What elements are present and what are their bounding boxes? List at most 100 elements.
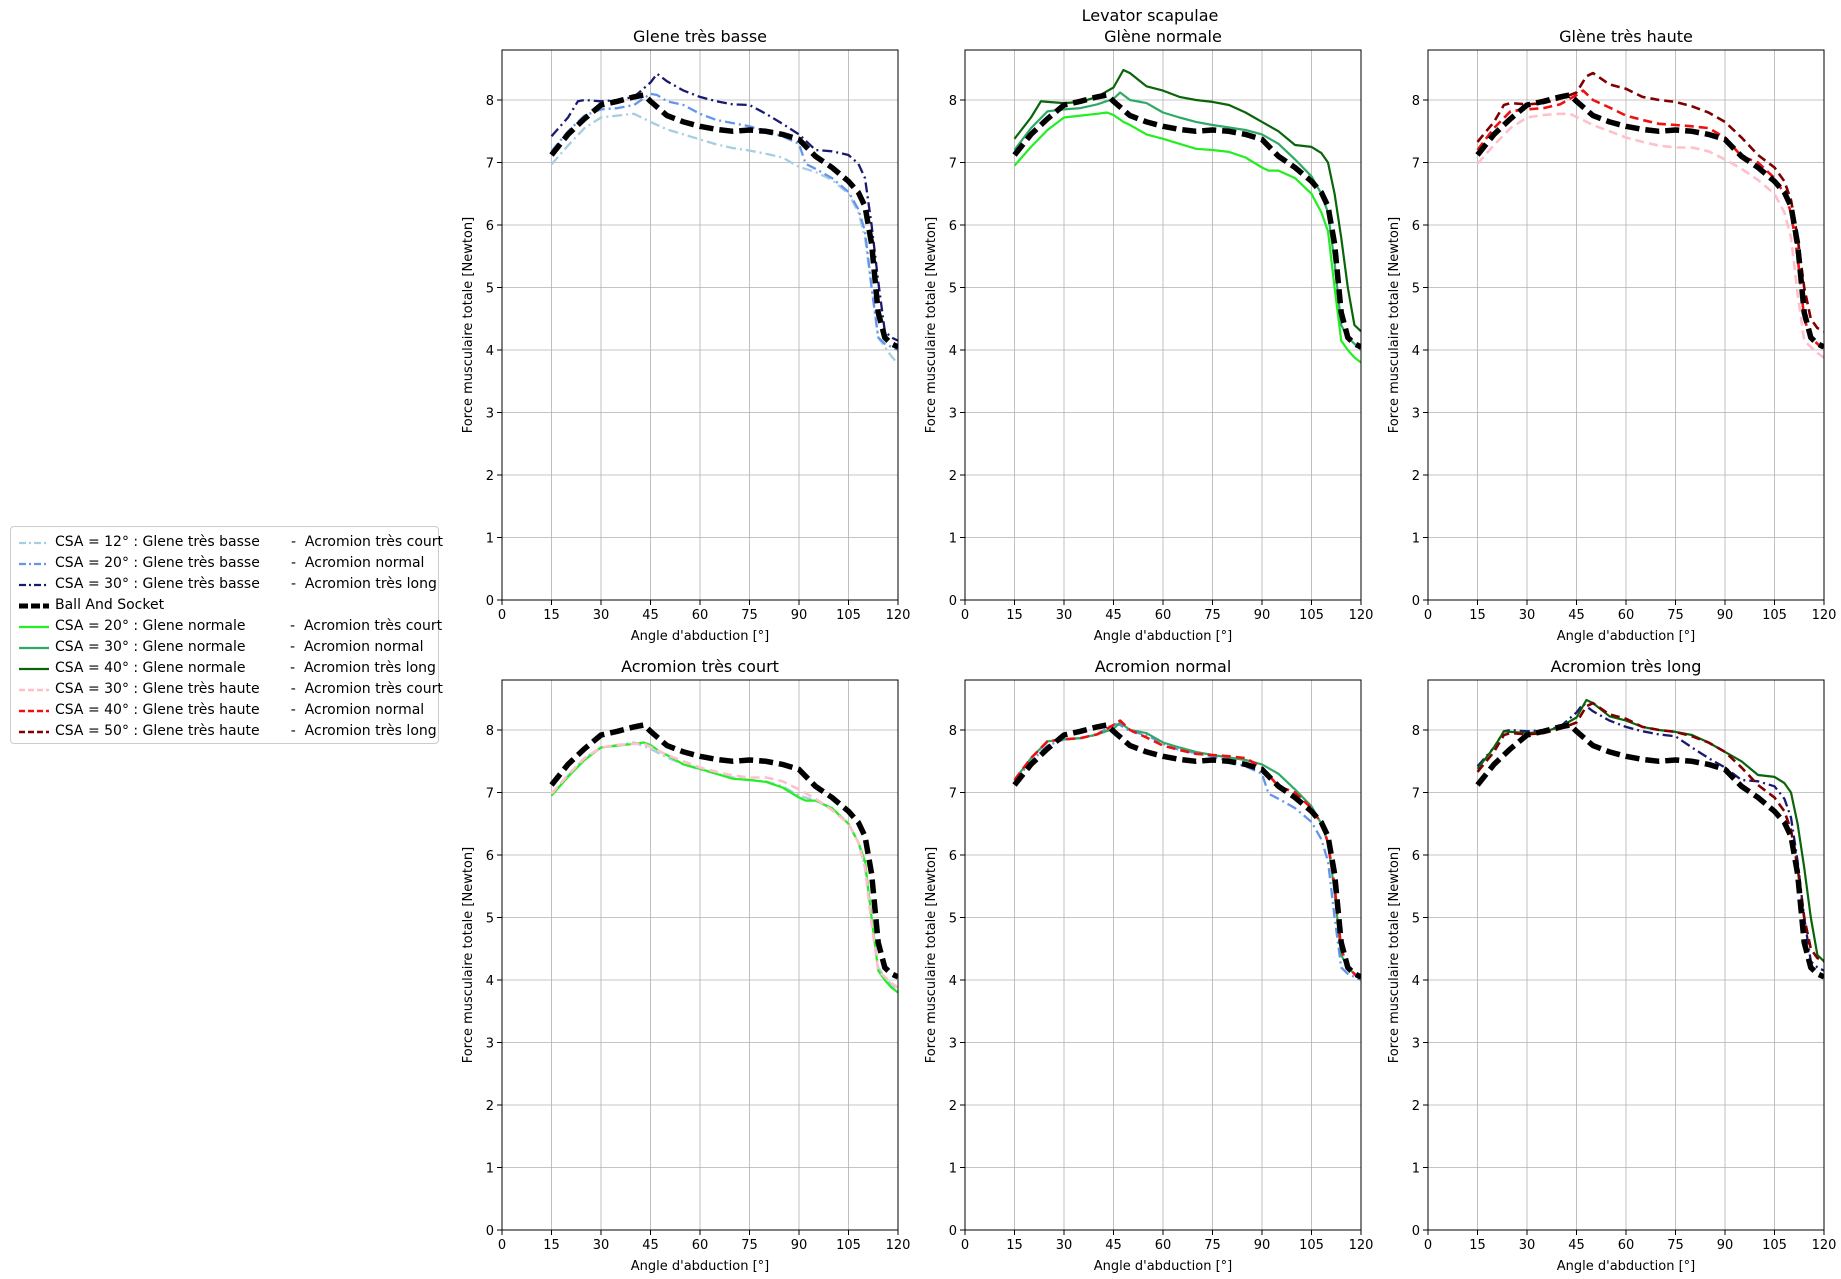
y-tick-label: 3 xyxy=(1412,1037,1420,1052)
x-tick-label: 105 xyxy=(1299,608,1324,623)
x-tick-label: 75 xyxy=(741,608,758,623)
subplot-title: Glene très basse xyxy=(633,27,767,46)
series-line-s30 xyxy=(1476,702,1824,972)
x-tick-label: 90 xyxy=(1254,1238,1271,1253)
y-tick-label: 0 xyxy=(486,1224,494,1239)
series-line-bas xyxy=(1475,92,1824,350)
series-line-h30 xyxy=(550,742,898,989)
series-line-bas xyxy=(1475,722,1824,980)
legend-item-n30: CSA = 30° : Glene normale - Acromion nor… xyxy=(11,638,438,658)
y-tick-label: 8 xyxy=(1412,724,1420,739)
legend-swatch xyxy=(19,583,49,587)
x-tick-label: 60 xyxy=(1618,608,1635,623)
x-tick-label: 60 xyxy=(692,1238,709,1253)
legend-swatch xyxy=(19,625,49,629)
x-tick-label: 90 xyxy=(1717,608,1734,623)
y-tick-label: 1 xyxy=(949,532,957,547)
y-tick-label: 6 xyxy=(486,849,494,864)
y-tick-label: 3 xyxy=(949,407,957,422)
x-axis-label: Angle d'abduction [°] xyxy=(1094,1259,1233,1274)
y-tick-label: 0 xyxy=(1412,1224,1420,1239)
y-tick-label: 4 xyxy=(949,974,957,989)
y-tick-label: 0 xyxy=(486,594,494,609)
legend-swatch xyxy=(19,730,49,734)
y-tick-label: 4 xyxy=(1412,974,1420,989)
x-tick-label: 30 xyxy=(1056,608,1073,623)
legend-label: CSA = 30° : Glene normale - Acromion nor… xyxy=(55,639,424,655)
y-tick-label: 8 xyxy=(949,724,957,739)
y-tick-label: 0 xyxy=(949,594,957,609)
legend-label: CSA = 12° : Glene très basse - Acromion … xyxy=(55,534,444,550)
legend-item-h30: CSA = 30° : Glene très haute - Acromion … xyxy=(11,680,443,700)
y-tick-label: 5 xyxy=(1412,282,1420,297)
y-tick-label: 0 xyxy=(1412,594,1420,609)
x-tick-label: 90 xyxy=(791,1238,808,1253)
x-tick-label: 105 xyxy=(1299,1238,1324,1253)
y-tick-label: 5 xyxy=(949,282,957,297)
y-tick-label: 4 xyxy=(486,344,494,359)
x-tick-label: 105 xyxy=(1762,608,1787,623)
x-tick-label: 60 xyxy=(1618,1238,1635,1253)
x-tick-label: 120 xyxy=(1349,1238,1374,1253)
x-axis-label: Angle d'abduction [°] xyxy=(631,1259,770,1274)
y-axis-label: Force musculaire totale [Newton] xyxy=(924,217,939,433)
y-tick-label: 1 xyxy=(1412,532,1420,547)
legend-swatch xyxy=(19,541,49,545)
series-line-s30 xyxy=(550,72,898,342)
legend-label: CSA = 40° : Glene normale - Acromion trè… xyxy=(55,660,436,676)
legend-swatch xyxy=(19,562,49,566)
legend-item-n20: CSA = 20° : Glene normale - Acromion trè… xyxy=(11,617,442,637)
legend-item-h40: CSA = 40° : Glene très haute - Acromion … xyxy=(11,701,438,721)
x-tick-label: 15 xyxy=(1006,608,1023,623)
y-tick-label: 2 xyxy=(949,1099,957,1114)
y-tick-label: 3 xyxy=(486,1037,494,1052)
series-line-s12 xyxy=(550,112,898,365)
series-line-bas xyxy=(549,92,898,350)
y-tick-label: 8 xyxy=(486,724,494,739)
x-tick-label: 30 xyxy=(1519,608,1536,623)
y-tick-label: 8 xyxy=(949,94,957,109)
series-line-h50 xyxy=(1476,701,1824,963)
x-tick-label: 75 xyxy=(1204,1238,1221,1253)
y-tick-label: 6 xyxy=(486,219,494,234)
y-axis-label: Force musculaire totale [Newton] xyxy=(461,217,476,433)
legend-item-bas: Ball And Socket xyxy=(11,596,438,616)
x-tick-label: 60 xyxy=(1155,608,1172,623)
x-axis-label: Angle d'abduction [°] xyxy=(1557,629,1696,644)
legend-item-n40: CSA = 40° : Glene normale - Acromion trè… xyxy=(11,659,438,679)
x-tick-label: 75 xyxy=(741,1238,758,1253)
y-tick-label: 7 xyxy=(1412,157,1420,172)
x-tick-label: 30 xyxy=(1056,1238,1073,1253)
x-tick-label: 90 xyxy=(1717,1238,1734,1253)
y-tick-label: 2 xyxy=(1412,1099,1420,1114)
y-tick-label: 1 xyxy=(486,532,494,547)
x-tick-label: 120 xyxy=(886,1238,911,1253)
series-line-n20 xyxy=(550,741,898,994)
y-tick-label: 3 xyxy=(1412,407,1420,422)
y-tick-label: 7 xyxy=(486,787,494,802)
x-tick-label: 15 xyxy=(1006,1238,1023,1253)
y-tick-label: 4 xyxy=(949,344,957,359)
y-tick-label: 6 xyxy=(1412,219,1420,234)
x-tick-label: 15 xyxy=(543,608,560,623)
y-tick-label: 0 xyxy=(949,1224,957,1239)
y-tick-label: 6 xyxy=(949,849,957,864)
x-axis-label: Angle d'abduction [°] xyxy=(631,629,770,644)
x-tick-label: 0 xyxy=(961,608,969,623)
x-tick-label: 105 xyxy=(1762,1238,1787,1253)
x-tick-label: 15 xyxy=(1469,1238,1486,1253)
x-tick-label: 15 xyxy=(1469,608,1486,623)
x-tick-label: 60 xyxy=(692,608,709,623)
y-tick-label: 5 xyxy=(949,912,957,927)
y-tick-label: 7 xyxy=(949,157,957,172)
series-line-n40 xyxy=(1476,698,1824,963)
series-line-n40 xyxy=(1013,68,1361,333)
y-tick-label: 4 xyxy=(1412,344,1420,359)
y-axis-label: Force musculaire totale [Newton] xyxy=(461,847,476,1063)
x-tick-label: 75 xyxy=(1667,1238,1684,1253)
